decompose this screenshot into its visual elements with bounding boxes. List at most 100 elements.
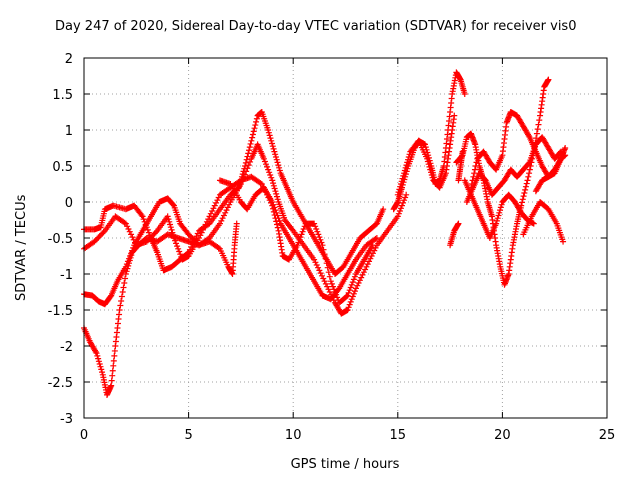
data-point — [320, 275, 327, 282]
data-point — [321, 251, 328, 258]
data-point — [116, 307, 123, 313]
data-point — [266, 132, 273, 139]
data-point — [174, 243, 181, 250]
data-point — [205, 216, 212, 223]
data-point — [401, 176, 408, 183]
data-point — [317, 236, 324, 243]
plot-frame — [83, 57, 608, 419]
data-series-trace-13 — [520, 199, 567, 245]
data-point — [267, 135, 274, 142]
data-point — [170, 235, 177, 241]
data-point — [461, 91, 468, 97]
data-point — [272, 154, 279, 160]
data-point — [402, 194, 409, 201]
data-point — [144, 226, 151, 233]
data-point — [455, 220, 462, 227]
data-point — [524, 177, 531, 184]
data-point — [95, 358, 102, 365]
data-point — [298, 231, 305, 238]
data-point — [205, 235, 212, 242]
data-point — [315, 231, 322, 238]
data-point — [366, 258, 373, 265]
data-point — [459, 148, 466, 155]
data-point — [523, 180, 530, 187]
data-point — [351, 273, 358, 280]
data-point — [99, 230, 106, 237]
data-point — [130, 236, 137, 243]
data-point — [252, 122, 259, 129]
data-point — [265, 129, 272, 136]
data-point — [315, 264, 322, 271]
data-point — [345, 304, 352, 311]
data-point — [326, 289, 333, 295]
data-point — [94, 235, 101, 242]
data-point — [166, 218, 173, 225]
data-point — [207, 210, 214, 217]
data-point — [273, 221, 280, 228]
data-point — [244, 153, 251, 160]
data-point — [243, 156, 250, 163]
data-series-trace-8 — [447, 220, 462, 249]
data-point — [271, 204, 278, 211]
data-point — [216, 220, 223, 227]
data-point — [493, 220, 500, 227]
data-point — [164, 213, 171, 220]
data-point — [185, 231, 192, 238]
x-tick-label: 20 — [494, 428, 511, 443]
data-point — [300, 226, 307, 232]
data-point — [250, 128, 257, 135]
data-point — [96, 361, 103, 367]
data-point — [424, 155, 431, 162]
data-point — [140, 216, 147, 223]
data-point — [269, 199, 276, 205]
data-point — [99, 369, 106, 376]
data-point — [525, 132, 532, 139]
data-point — [533, 130, 540, 137]
data-point — [525, 160, 532, 167]
data-point — [271, 185, 278, 192]
data-point — [311, 256, 318, 263]
data-point — [93, 350, 100, 357]
data-point — [344, 292, 351, 299]
data-point — [236, 178, 243, 185]
data-point — [352, 285, 359, 292]
axis-ticks: 0 5 10 15 20 25 -3 -2.5 -2 -1.5 -1 -0.5 0 0.5 1 1.5 2 — [48, 52, 616, 443]
data-point — [122, 263, 129, 270]
data-point — [335, 286, 342, 293]
data-point — [398, 184, 405, 191]
data-point — [327, 278, 334, 285]
data-point — [188, 234, 195, 241]
data-point — [201, 224, 208, 231]
data-point — [402, 173, 409, 180]
data-point — [121, 280, 128, 286]
data-point — [118, 293, 125, 300]
data-point — [324, 283, 331, 290]
data-point — [274, 159, 281, 166]
data-point — [119, 289, 126, 295]
data-markers — [81, 69, 569, 398]
data-point — [519, 199, 526, 206]
data-point — [325, 269, 332, 276]
data-point — [143, 238, 150, 245]
data-point — [401, 197, 408, 204]
data-point — [209, 208, 216, 214]
y-tick-label: -2 — [60, 340, 73, 355]
data-point — [519, 196, 526, 203]
data-point — [473, 159, 480, 166]
data-series-trace-15 — [455, 148, 466, 184]
data-point — [264, 163, 271, 170]
data-point — [270, 201, 277, 208]
data-series-trace-1 — [81, 220, 240, 398]
data-point — [346, 301, 353, 308]
data-point — [525, 173, 532, 180]
data-point — [272, 188, 279, 195]
data-point — [557, 149, 564, 156]
data-point — [521, 190, 528, 196]
data-point — [313, 262, 320, 268]
data-point — [403, 168, 410, 175]
data-point — [98, 366, 105, 373]
data-point — [152, 229, 159, 236]
data-point — [395, 210, 402, 217]
data-point — [203, 218, 210, 225]
data-point — [269, 143, 276, 150]
